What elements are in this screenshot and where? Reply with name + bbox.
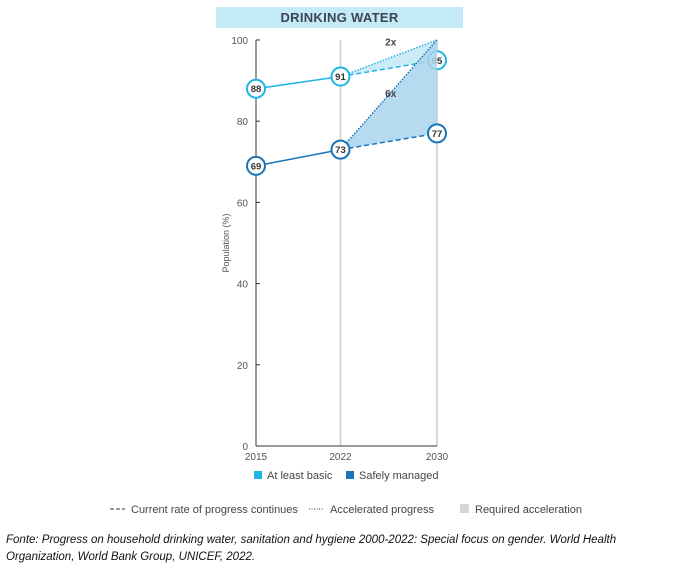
chart: 0 20 40 60 80 100 2015 2022 2030 Population (%) 2x… bbox=[110, 36, 582, 516]
x-tick-label: 2015 bbox=[245, 452, 268, 463]
data-label: 95 bbox=[432, 56, 443, 67]
accelerated-line bbox=[340, 39, 438, 78]
data-label: 69 bbox=[251, 161, 262, 172]
current-rate-line bbox=[340, 132, 438, 151]
y-tick-label: 20 bbox=[237, 361, 249, 372]
data-label: 91 bbox=[335, 72, 346, 83]
series-line bbox=[255, 75, 341, 90]
data-point bbox=[427, 123, 447, 144]
data-point bbox=[330, 66, 351, 87]
data-label: 88 bbox=[251, 84, 262, 95]
legend-label: Accelerated progress bbox=[330, 504, 434, 516]
x-tick-label: 2022 bbox=[329, 452, 352, 463]
y-axis-label: Population (%) bbox=[221, 213, 231, 272]
legend-label: Safely managed bbox=[359, 470, 439, 482]
legend-label: Required acceleration bbox=[475, 504, 582, 516]
chart-title: DRINKING WATER bbox=[216, 7, 463, 28]
accelerated-line bbox=[339, 39, 438, 151]
source-caption: Fonte: Progress on household drinking wa… bbox=[6, 534, 617, 563]
legend-swatch bbox=[346, 471, 354, 479]
data-label: 73 bbox=[335, 145, 346, 156]
series-line bbox=[255, 148, 341, 167]
y-tick-label: 40 bbox=[237, 280, 249, 291]
y-tick-label: 100 bbox=[231, 36, 248, 47]
x-tick-label: 2030 bbox=[426, 452, 449, 463]
legend-swatch bbox=[254, 471, 262, 479]
legend-label: At least basic bbox=[267, 470, 333, 482]
data-point bbox=[246, 155, 266, 176]
data-point bbox=[246, 78, 266, 99]
y-tick-label: 60 bbox=[237, 198, 249, 209]
legend-swatch bbox=[460, 504, 469, 513]
multiplier-label: 6x bbox=[385, 89, 397, 100]
data-label: 77 bbox=[432, 129, 443, 140]
multiplier-label: 2x bbox=[385, 38, 397, 49]
data-point bbox=[330, 139, 351, 160]
legend-label: Current rate of progress continues bbox=[131, 504, 298, 516]
y-tick-label: 0 bbox=[242, 442, 248, 453]
y-tick-label: 80 bbox=[237, 117, 249, 128]
